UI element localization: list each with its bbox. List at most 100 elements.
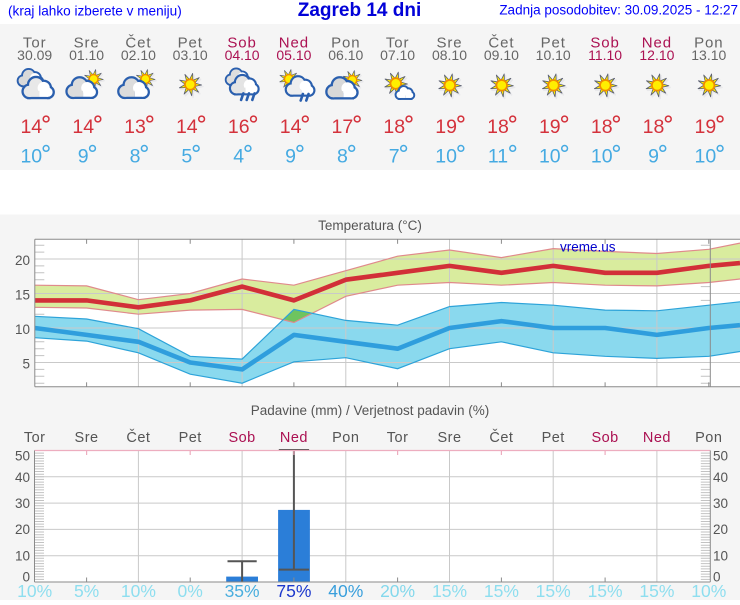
svg-text:10.10: 10.10 xyxy=(536,47,571,63)
svg-text:Tor: Tor xyxy=(24,430,46,446)
svg-text:20: 20 xyxy=(713,522,728,537)
svg-text:Tor: Tor xyxy=(386,35,410,52)
svg-text:09.10: 09.10 xyxy=(484,47,519,63)
svg-text:Ned: Ned xyxy=(279,35,309,52)
svg-text:15%: 15% xyxy=(588,581,623,600)
svg-text:Pet: Pet xyxy=(541,35,566,52)
svg-text:vreme.us: vreme.us xyxy=(560,240,616,255)
svg-text:10: 10 xyxy=(15,322,30,337)
svg-text:13: 13 xyxy=(124,116,146,138)
svg-text:10: 10 xyxy=(591,145,613,167)
svg-text:15%: 15% xyxy=(639,581,674,600)
svg-text:Sob: Sob xyxy=(591,430,618,446)
svg-text:18: 18 xyxy=(383,116,405,138)
svg-text:Pon: Pon xyxy=(695,430,722,446)
svg-text:Sre: Sre xyxy=(75,430,99,446)
svg-text:9: 9 xyxy=(78,145,89,167)
svg-text:0%: 0% xyxy=(178,581,203,600)
svg-text:05.10: 05.10 xyxy=(276,47,311,63)
svg-text:Pet: Pet xyxy=(178,35,203,52)
svg-text:10: 10 xyxy=(539,145,561,167)
svg-text:Tor: Tor xyxy=(387,430,409,446)
svg-text:30.09: 30.09 xyxy=(17,47,52,63)
svg-text:10: 10 xyxy=(435,145,457,167)
svg-text:15%: 15% xyxy=(484,581,519,600)
svg-text:Sob: Sob xyxy=(227,35,256,52)
svg-text:19: 19 xyxy=(539,116,561,138)
svg-text:Padavine (mm) / Verjetnost pad: Padavine (mm) / Verjetnost padavin (%) xyxy=(251,403,490,418)
svg-text:5: 5 xyxy=(181,145,192,167)
svg-text:11: 11 xyxy=(488,145,508,167)
svg-text:9: 9 xyxy=(285,145,296,167)
svg-text:20%: 20% xyxy=(380,581,415,600)
svg-text:35%: 35% xyxy=(225,581,260,600)
svg-text:(kraj lahko izberete v meniju): (kraj lahko izberete v meniju) xyxy=(8,3,182,18)
svg-text:Tor: Tor xyxy=(23,35,47,52)
svg-text:8: 8 xyxy=(337,145,348,167)
svg-text:Temperatura (°C): Temperatura (°C) xyxy=(318,218,422,233)
svg-text:17: 17 xyxy=(332,116,354,138)
svg-text:14: 14 xyxy=(176,116,198,138)
svg-text:10%: 10% xyxy=(691,581,726,600)
svg-text:11.10: 11.10 xyxy=(588,47,622,63)
svg-text:0: 0 xyxy=(713,569,721,584)
svg-text:Ned: Ned xyxy=(642,35,672,52)
svg-text:19: 19 xyxy=(695,116,717,138)
svg-text:02.10: 02.10 xyxy=(121,47,156,63)
svg-text:13.10: 13.10 xyxy=(691,47,726,63)
svg-text:10: 10 xyxy=(15,548,30,563)
svg-text:4: 4 xyxy=(233,145,244,167)
svg-text:Ned: Ned xyxy=(643,430,671,446)
svg-text:15: 15 xyxy=(15,288,30,303)
svg-text:Sob: Sob xyxy=(228,430,255,446)
svg-text:Pon: Pon xyxy=(694,35,723,52)
svg-text:14: 14 xyxy=(72,116,94,138)
svg-text:Ned: Ned xyxy=(280,430,308,446)
svg-text:20: 20 xyxy=(15,522,30,537)
svg-text:15%: 15% xyxy=(536,581,571,600)
svg-text:Čet: Čet xyxy=(126,429,150,446)
svg-text:Čet: Čet xyxy=(489,429,513,446)
svg-text:15%: 15% xyxy=(432,581,467,600)
svg-text:Sre: Sre xyxy=(74,35,100,52)
svg-text:7: 7 xyxy=(389,145,400,167)
svg-text:Pet: Pet xyxy=(542,430,565,446)
svg-text:04.10: 04.10 xyxy=(225,47,260,63)
svg-text:Čet: Čet xyxy=(125,35,151,52)
svg-text:5%: 5% xyxy=(74,581,99,600)
svg-text:8: 8 xyxy=(130,145,141,167)
svg-text:16: 16 xyxy=(228,116,250,138)
svg-text:Zagreb 14 dni: Zagreb 14 dni xyxy=(298,0,422,21)
svg-text:01.10: 01.10 xyxy=(69,47,104,63)
svg-text:9: 9 xyxy=(648,145,659,167)
svg-text:10%: 10% xyxy=(121,581,156,600)
svg-text:30: 30 xyxy=(15,496,30,511)
svg-text:0: 0 xyxy=(22,569,30,584)
svg-text:50: 50 xyxy=(713,448,728,463)
svg-text:18: 18 xyxy=(643,116,665,138)
svg-text:10: 10 xyxy=(695,145,717,167)
svg-text:03.10: 03.10 xyxy=(173,47,208,63)
svg-text:10%: 10% xyxy=(17,581,52,600)
svg-text:07.10: 07.10 xyxy=(380,47,415,63)
svg-text:5: 5 xyxy=(22,357,30,372)
svg-text:40: 40 xyxy=(15,470,30,485)
svg-text:19: 19 xyxy=(435,116,457,138)
svg-text:08.10: 08.10 xyxy=(432,47,467,63)
svg-text:Pon: Pon xyxy=(331,35,360,52)
svg-text:14: 14 xyxy=(20,116,42,138)
svg-text:Čet: Čet xyxy=(488,35,514,52)
svg-text:40: 40 xyxy=(713,470,728,485)
svg-text:50: 50 xyxy=(15,448,30,463)
svg-text:12.10: 12.10 xyxy=(639,47,674,63)
svg-text:Sre: Sre xyxy=(437,430,461,446)
svg-text:20: 20 xyxy=(15,253,30,268)
svg-text:18: 18 xyxy=(487,116,509,138)
svg-text:Pet: Pet xyxy=(179,430,202,446)
svg-text:18: 18 xyxy=(591,116,613,138)
svg-text:06.10: 06.10 xyxy=(328,47,363,63)
svg-text:10: 10 xyxy=(20,145,42,167)
svg-text:Zadnja posodobitev: 30.09.2025: Zadnja posodobitev: 30.09.2025 - 12:27 xyxy=(499,3,738,18)
svg-text:Sre: Sre xyxy=(436,35,462,52)
svg-text:10: 10 xyxy=(713,548,728,563)
